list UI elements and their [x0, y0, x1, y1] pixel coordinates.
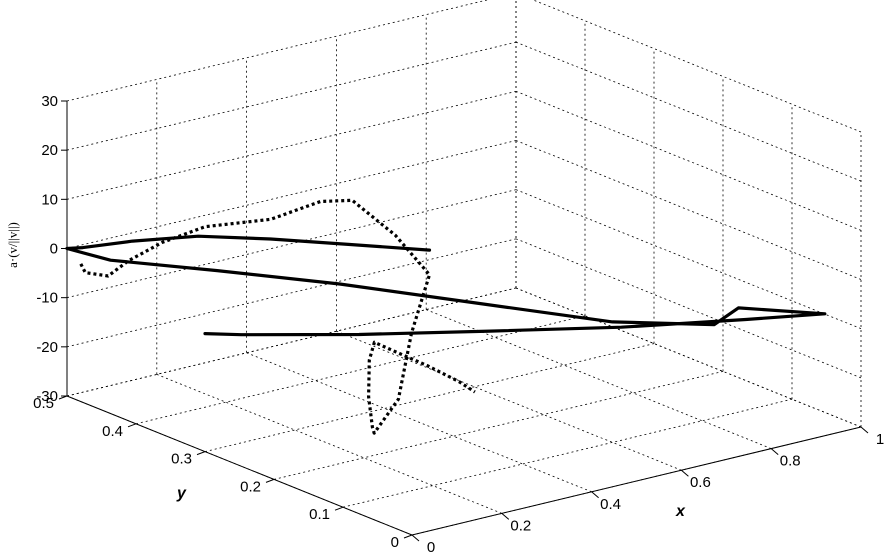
- back-wall-grid-z: [66, 140, 517, 249]
- series-layer: [65, 198, 827, 435]
- z-tick-label: 20: [41, 142, 58, 159]
- side-wall-grid-z: [515, 140, 862, 280]
- floor-grid-y: [342, 398, 793, 508]
- y-tick-label: 0.4: [102, 423, 123, 440]
- z-tick-label: 0: [50, 241, 58, 258]
- floor-grid-x: [336, 330, 682, 471]
- series-line-1: [65, 234, 827, 337]
- y-tick-label: 0.3: [171, 451, 192, 468]
- y-tick-label: 0.2: [240, 478, 261, 495]
- z-tick-label: 30: [41, 93, 58, 110]
- z-tick-label: -10: [36, 290, 58, 307]
- back-wall-grid-z: [66, 0, 489, 102]
- series-line-2: [79, 198, 476, 435]
- z-tick-label: -30: [36, 388, 58, 405]
- side-wall-grid-z: [515, 287, 862, 428]
- x-tick-label: 1: [876, 431, 884, 448]
- x-tick-mark: [860, 426, 869, 434]
- x-tick-label: 0.6: [690, 474, 711, 491]
- floor-grid-y: [135, 315, 586, 425]
- side-wall-grid-z: [532, 0, 862, 133]
- side-wall-grid-z: [515, 41, 862, 182]
- x-tick-mark: [411, 534, 420, 542]
- x-tick-label: 0.4: [600, 496, 621, 513]
- floor-grid-x: [156, 374, 502, 514]
- x-tick-mark: [770, 448, 779, 455]
- y-tick-mark: [403, 534, 413, 539]
- grid-lines: [66, 0, 862, 536]
- back-wall-grid-z: [66, 238, 517, 348]
- axes-box: [58, 100, 869, 542]
- back-wall-grid-z: [66, 287, 517, 397]
- x-tick-mark: [501, 513, 510, 520]
- back-wall-grid-z: [66, 90, 517, 200]
- floor-grid-y: [273, 371, 724, 480]
- y-tick-mark: [196, 451, 206, 456]
- floor-grid-x: [246, 352, 592, 493]
- side-wall-grid-z: [515, 90, 862, 231]
- y-tick-label: 0: [391, 534, 399, 551]
- y-tick-label: 0.5: [33, 395, 54, 412]
- x-axis-line: [411, 426, 862, 536]
- y-tick-mark: [127, 423, 137, 428]
- floor-grid-x: [426, 309, 772, 449]
- back-wall-grid-z: [66, 41, 517, 151]
- y-tick-mark: [265, 478, 275, 483]
- y-tick-label: 0.1: [309, 506, 330, 523]
- side-wall-grid-z: [515, 238, 862, 379]
- x-tick-label: 0.8: [780, 453, 801, 470]
- z-tick-label: 10: [41, 191, 58, 208]
- x-tick-label: 0: [427, 539, 435, 555]
- back-wall-grid-z: [66, 189, 517, 299]
- floor-grid-y: [204, 343, 655, 452]
- x-tick-label: 0.2: [510, 517, 531, 534]
- x-tick-mark: [591, 491, 599, 499]
- z-axis-label: a·(v/||v||): [5, 222, 20, 268]
- y-tick-mark: [334, 506, 344, 511]
- z-tick-label: -20: [36, 339, 58, 356]
- x-axis-label: x: [675, 503, 686, 520]
- side-wall-grid-z: [515, 189, 862, 330]
- x-tick-mark: [681, 469, 689, 477]
- y-axis-line: [66, 395, 413, 536]
- tick-labels: 00.20.40.60.8100.10.20.30.40.53020100-10…: [33, 93, 884, 555]
- y-axis-label: y: [176, 485, 187, 502]
